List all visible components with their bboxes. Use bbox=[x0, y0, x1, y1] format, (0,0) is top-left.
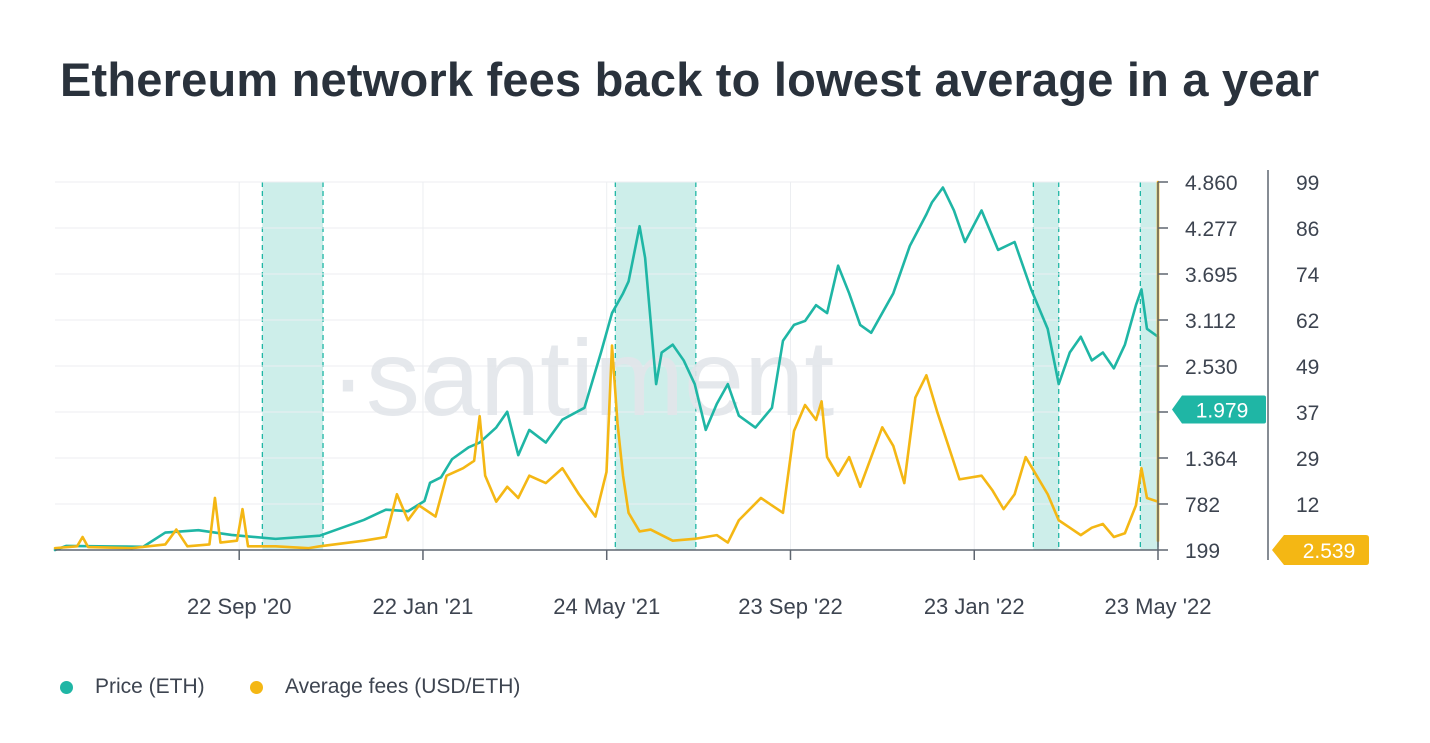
right-tick-label: 74 bbox=[1296, 264, 1320, 287]
left-tick-label: 4.860 bbox=[1185, 172, 1238, 195]
x-tick-label: 22 Jan '21 bbox=[373, 594, 474, 619]
left-tick-label: 3.695 bbox=[1185, 264, 1238, 287]
right-tick-label: 86 bbox=[1296, 218, 1319, 241]
legend-item-price[interactable]: Price (ETH) bbox=[60, 675, 205, 699]
price-line bbox=[53, 186, 1160, 552]
price-legend-dot bbox=[60, 680, 73, 694]
x-tick-label: 24 May '21 bbox=[553, 594, 660, 619]
right-tick-label: 62 bbox=[1296, 310, 1319, 333]
left-tick-label: 782 bbox=[1185, 494, 1220, 517]
x-tick-label: 23 Jan '22 bbox=[924, 594, 1025, 619]
fees-value-badge-label: 2.539 bbox=[1303, 540, 1356, 563]
left-tick-label: 1.364 bbox=[1185, 448, 1238, 471]
right-tick-label: 49 bbox=[1296, 356, 1319, 379]
price-value-badge bbox=[1172, 395, 1266, 424]
fees-value-badge bbox=[1272, 535, 1369, 565]
series-lines bbox=[53, 180, 1160, 552]
legend-item-fees[interactable]: Average fees (USD/ETH) bbox=[250, 675, 520, 699]
fees-legend-dot bbox=[250, 680, 263, 694]
left-tick-label: 2.530 bbox=[1185, 356, 1238, 379]
x-tick-label: 22 Sep '20 bbox=[187, 594, 292, 619]
watermark: ·santiment bbox=[330, 317, 834, 438]
fees-line bbox=[53, 180, 1160, 550]
left-axis-ticks: 4.860 4.277 3.695 3.112 2.530 1.364 782 199 bbox=[1158, 172, 1238, 563]
x-axis-ticks: 22 Sep '20 22 Jan '21 24 May '21 23 Sep '22… bbox=[187, 550, 1212, 619]
left-tick-label: 3.112 bbox=[1185, 310, 1236, 333]
right-tick-label: 37 bbox=[1296, 402, 1319, 425]
legend-label-fees: Average fees (USD/ETH) bbox=[285, 675, 521, 698]
left-tick-label: 199 bbox=[1185, 540, 1220, 563]
x-tick-label: 23 Sep '22 bbox=[738, 594, 843, 619]
right-axis-ticks: 99 86 74 62 49 37 29 12 bbox=[1296, 172, 1320, 517]
left-tick-label: 4.277 bbox=[1185, 218, 1238, 241]
grid bbox=[55, 181, 1159, 551]
x-tick-label: 23 May '22 bbox=[1105, 594, 1212, 619]
right-tick-label: 29 bbox=[1296, 448, 1319, 471]
right-tick-label: 99 bbox=[1296, 172, 1319, 195]
chart-title: Ethereum network fees back to lowest ave… bbox=[60, 53, 1320, 106]
price-value-badge-label: 1.979 bbox=[1196, 399, 1249, 422]
last-value-badges: 1.979 2.539 bbox=[1172, 395, 1369, 565]
legend-label-price: Price (ETH) bbox=[95, 675, 205, 698]
right-tick-label: 12 bbox=[1296, 494, 1319, 517]
